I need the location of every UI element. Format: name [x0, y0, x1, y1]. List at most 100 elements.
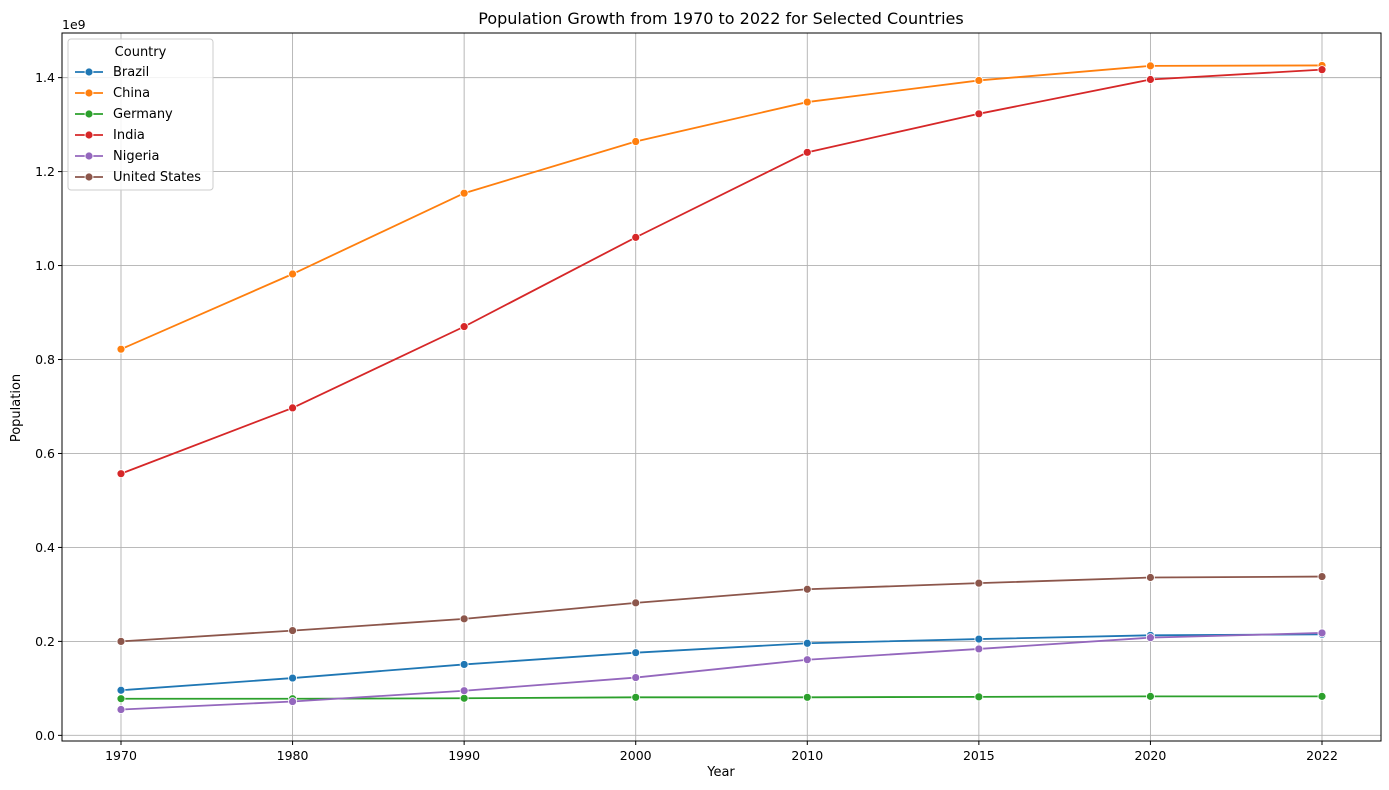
y-tick-label: 0.0: [35, 728, 55, 743]
series-nigeria: [116, 628, 1327, 714]
data-point-india: [459, 322, 469, 332]
legend-label-united-states: United States: [113, 170, 201, 185]
legend-item-brazil: Brazil: [75, 65, 149, 80]
data-point-united-states: [631, 598, 641, 608]
y-tick-label: 0.2: [35, 634, 55, 649]
data-point-brazil: [802, 638, 812, 648]
series-brazil: [116, 629, 1327, 695]
y-tick-label: 0.4: [35, 540, 55, 555]
series-line-brazil: [120, 633, 1323, 692]
data-point-nigeria: [288, 697, 297, 706]
series-united-states: [116, 572, 1327, 646]
legend-marker-nigeria: [84, 151, 94, 161]
x-tick-label: 1990: [448, 748, 480, 763]
legend-item-germany: Germany: [75, 107, 173, 122]
data-point-india: [802, 147, 812, 157]
data-point-brazil: [974, 634, 984, 644]
data-point-nigeria: [1146, 633, 1155, 643]
grid: [62, 33, 1381, 741]
y-tick-label: 1.2: [35, 164, 55, 179]
data-point-united-states: [459, 614, 469, 624]
data-point-united-states: [1146, 573, 1155, 582]
legend-marker-united-states: [84, 172, 94, 182]
data-point-china: [116, 344, 126, 354]
series-india: [116, 65, 1327, 479]
legend-label-nigeria: Nigeria: [113, 149, 160, 164]
legend-marker-india: [84, 130, 94, 140]
legend-item-india: India: [75, 128, 145, 143]
series-line-germany: [121, 695, 1322, 700]
data-point-brazil: [459, 660, 469, 669]
x-tick-label: 2022: [1306, 748, 1338, 763]
data-point-germany: [116, 694, 126, 704]
data-point-india: [974, 109, 984, 119]
data-point-nigeria: [974, 644, 984, 654]
data-point-nigeria: [1317, 628, 1327, 638]
y-tick-label: 0.6: [35, 446, 55, 461]
legend-item-china: China: [75, 86, 150, 101]
y-tick-label: 0.8: [35, 352, 55, 367]
data-point-nigeria: [116, 705, 126, 714]
plot-frame: [61, 32, 1382, 742]
data-point-germany: [802, 692, 812, 702]
data-point-nigeria: [802, 655, 812, 665]
axes: 1970 1980 1990 2000 2010 2015 2020 2022 0.0 0.2 0.…: [35, 32, 1382, 763]
legend-marker-brazil: [84, 67, 94, 77]
data-point-germany: [1146, 691, 1155, 701]
legend-title: Country: [115, 45, 167, 60]
y-tick-label: 1.0: [35, 258, 55, 273]
legend-box: [67, 38, 214, 191]
data-point-china: [802, 97, 812, 107]
x-axis-label: Year: [706, 765, 735, 780]
legend-item-nigeria: Nigeria: [75, 149, 160, 164]
data-point-germany: [459, 693, 469, 703]
x-tick-label: 2015: [963, 748, 995, 763]
data-point-nigeria: [631, 673, 641, 682]
y-axis-label: Population: [9, 374, 24, 442]
data-point-brazil: [288, 673, 297, 683]
legend: Country Brazil China Germany India Nigeria Uni…: [67, 38, 214, 191]
x-tick-label: 2010: [791, 748, 823, 763]
legend-label-brazil: Brazil: [113, 65, 149, 80]
x-tick-label: 1970: [105, 748, 137, 763]
series-line-nigeria: [120, 632, 1323, 711]
series-line-china: [120, 64, 1323, 351]
data-point-united-states: [974, 578, 984, 588]
x-tick-label: 1980: [277, 748, 309, 763]
legend-marker-china: [84, 88, 94, 98]
data-point-india: [116, 469, 126, 479]
data-point-united-states: [116, 637, 126, 646]
data-point-china: [974, 76, 984, 85]
data-point-united-states: [1317, 572, 1327, 581]
data-point-nigeria: [459, 686, 469, 696]
chart-title: Population Growth from 1970 to 2022 for …: [478, 9, 963, 28]
series-china: [116, 61, 1327, 354]
data-point-united-states: [802, 584, 812, 594]
series-layer: [116, 61, 1327, 714]
legend-label-germany: Germany: [113, 107, 173, 122]
series-line-united-states: [120, 575, 1323, 643]
y-offset-label: 1e9: [62, 17, 86, 32]
data-point-india: [1317, 65, 1327, 75]
legend-label-china: China: [113, 86, 150, 101]
series-line-india: [120, 68, 1323, 475]
data-point-india: [288, 403, 297, 413]
data-point-germany: [631, 692, 641, 702]
data-point-india: [631, 232, 641, 242]
legend-marker-germany: [84, 109, 94, 119]
data-point-china: [288, 269, 297, 279]
x-tick-label: 2020: [1135, 748, 1167, 763]
data-point-germany: [1317, 691, 1327, 701]
data-point-india: [1146, 75, 1155, 84]
x-tick-label: 2000: [620, 748, 652, 763]
y-tick-label: 1.4: [35, 70, 55, 85]
legend-item-united-states: United States: [75, 170, 201, 185]
data-point-china: [1146, 61, 1155, 71]
data-point-china: [631, 137, 641, 146]
data-point-china: [459, 188, 469, 198]
data-point-brazil: [631, 648, 641, 658]
data-point-germany: [974, 692, 984, 702]
data-point-brazil: [116, 685, 126, 695]
